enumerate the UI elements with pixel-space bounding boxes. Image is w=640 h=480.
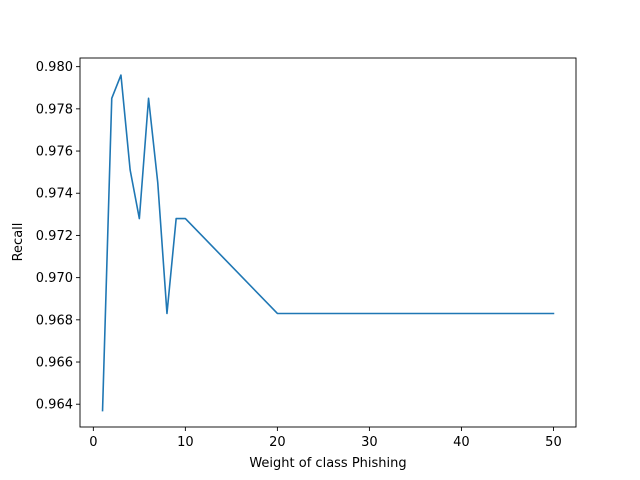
- x-tick-label: 30: [361, 435, 378, 450]
- data-point: [185, 218, 186, 219]
- x-axis-label: Weight of class Phishing: [249, 456, 406, 471]
- y-tick-label: 0.968: [36, 313, 73, 328]
- data-point: [157, 182, 158, 183]
- data-point: [461, 313, 462, 314]
- x-tick-label: 20: [269, 435, 286, 450]
- y-tick-label: 0.980: [36, 60, 73, 75]
- y-tick-label: 0.978: [36, 102, 73, 117]
- x-tick-label: 40: [453, 435, 470, 450]
- y-tick-label: 0.976: [36, 145, 73, 160]
- y-axis-label: Recall: [11, 223, 26, 262]
- data-point: [148, 98, 149, 99]
- data-point: [120, 74, 121, 75]
- y-tick-label: 0.964: [36, 398, 73, 413]
- data-point: [111, 98, 112, 99]
- series-line-0: [101, 74, 555, 412]
- x-tick-label: 0: [89, 435, 97, 450]
- y-tick-label: 0.972: [36, 229, 73, 244]
- ticks: 0 10 20 30 40 50 0.964 0.966 0.968 0.970 0.972 0.97…: [36, 60, 562, 450]
- data-point: [277, 313, 278, 314]
- data-point: [139, 218, 140, 219]
- data-point: [102, 410, 103, 411]
- y-tick-label: 0.970: [36, 271, 73, 286]
- data-point: [176, 218, 177, 219]
- axes-frame: [79, 57, 577, 428]
- y-tick-label: 0.974: [36, 187, 73, 202]
- data-point: [166, 313, 167, 314]
- plot-area: [79, 57, 577, 428]
- data-point: [130, 169, 131, 170]
- y-tick-label: 0.966: [36, 356, 73, 371]
- x-tick-label: 10: [177, 435, 194, 450]
- x-tick-label: 50: [545, 435, 562, 450]
- data-point: [553, 313, 554, 314]
- data-point: [369, 313, 370, 314]
